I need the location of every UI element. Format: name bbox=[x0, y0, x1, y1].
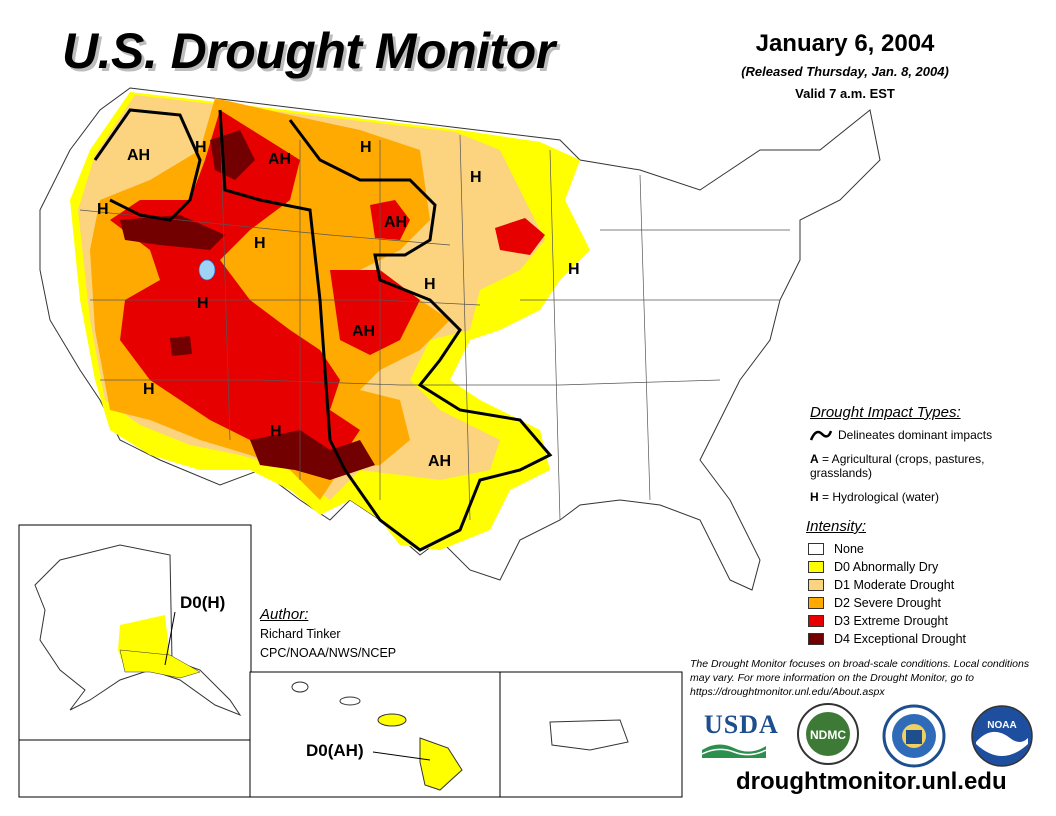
impact-hydrological: H = Hydrological (water) bbox=[810, 490, 939, 504]
impact-lines bbox=[93, 108, 553, 552]
d3-region bbox=[110, 110, 360, 460]
impact-types-heading: Drought Impact Types: bbox=[810, 404, 961, 421]
alaska-d0-region-south bbox=[119, 649, 201, 679]
author-name: Richard Tinker bbox=[260, 627, 341, 641]
legend-item-3: D2 Severe Drought bbox=[808, 595, 941, 611]
hawaii-inset-frame bbox=[249, 671, 501, 798]
alaska-label-line bbox=[164, 611, 176, 666]
legend-label: D1 Moderate Drought bbox=[834, 578, 955, 592]
legend-item-1: D0 Abnormally Dry bbox=[808, 559, 938, 575]
great-salt-lake bbox=[198, 259, 216, 281]
legend-label: D0 Abnormally Dry bbox=[834, 560, 939, 574]
hawaii-island-oahu bbox=[339, 696, 361, 706]
impact-h-text: = Hydrological (water) bbox=[818, 490, 940, 504]
map-date: January 6, 2004 bbox=[755, 30, 935, 57]
hawaii-island-kauai bbox=[291, 681, 309, 693]
puerto-rico-outline bbox=[549, 719, 629, 751]
impact-line-text: Delineates dominant impacts bbox=[838, 428, 993, 442]
label-ah-1: AH bbox=[127, 147, 150, 164]
hawaii-island-maui bbox=[377, 713, 407, 727]
label-h-8: H bbox=[197, 295, 209, 312]
d3-region-wi bbox=[495, 218, 545, 255]
label-ah-5: AH bbox=[428, 453, 451, 470]
impact-a-key: A bbox=[810, 452, 819, 466]
ndmc-logo: NDMC bbox=[797, 703, 859, 765]
label-h-5: H bbox=[254, 235, 266, 252]
label-h-6: H bbox=[568, 261, 580, 278]
label-h-2: H bbox=[360, 139, 372, 156]
noaa-logo: NOAA bbox=[971, 705, 1033, 767]
label-ah-4: AH bbox=[352, 323, 375, 340]
d4-region-nw bbox=[120, 215, 225, 250]
hawaii-island-big bbox=[419, 737, 463, 791]
valid-time: Valid 7 a.m. EST bbox=[795, 86, 895, 101]
legend-swatch bbox=[808, 543, 824, 555]
legend-swatch bbox=[808, 615, 824, 627]
hawaii-label: D0(AH) bbox=[306, 741, 364, 760]
legend-swatch bbox=[808, 597, 824, 609]
label-h-9: H bbox=[143, 381, 155, 398]
usda-logo-hills bbox=[702, 744, 766, 758]
label-h-4: H bbox=[97, 201, 109, 218]
author-heading: Author: bbox=[260, 606, 309, 623]
author-org: CPC/NOAA/NWS/NCEP bbox=[260, 646, 397, 660]
noaa-logo-text: NOAA bbox=[987, 720, 1016, 731]
legend-swatch bbox=[808, 579, 824, 591]
legend-swatch bbox=[808, 633, 824, 645]
label-h-1: H bbox=[195, 139, 207, 156]
label-h-10: H bbox=[270, 423, 282, 440]
ndmc-logo-text: NDMC bbox=[810, 728, 846, 742]
label-ah-2: AH bbox=[268, 151, 291, 168]
legend-label: D3 Extreme Drought bbox=[834, 614, 948, 628]
label-h-7: H bbox=[424, 276, 436, 293]
label-h-3: H bbox=[470, 169, 482, 186]
legend-label: D4 Exceptional Drought bbox=[834, 632, 967, 646]
d3-region-plains bbox=[330, 270, 420, 355]
legend-swatch bbox=[808, 561, 824, 573]
impact-agricultural: A = Agricultural (crops, pastures, grass… bbox=[810, 452, 1030, 480]
alaska-label: D0(H) bbox=[180, 593, 225, 612]
legend-label: D2 Severe Drought bbox=[834, 596, 942, 610]
impact-line-icon bbox=[810, 430, 832, 441]
website-url[interactable]: droughtmonitor.unl.edu bbox=[736, 768, 1007, 795]
disclaimer-text: The Drought Monitor focuses on broad-sca… bbox=[690, 658, 1030, 698]
usda-logo: USDA bbox=[704, 710, 779, 739]
release-date: (Released Thursday, Jan. 8, 2004) bbox=[741, 64, 949, 79]
label-ah-3: AH bbox=[384, 214, 407, 231]
legend-item-4: D3 Extreme Drought bbox=[808, 613, 948, 629]
hawaii-label-line bbox=[372, 751, 431, 761]
legend-label: None bbox=[834, 542, 864, 556]
impact-a-text: = Agricultural (crops, pastures, grassla… bbox=[810, 452, 985, 480]
commerce-seal-logo bbox=[882, 704, 946, 768]
impact-h-key: H bbox=[810, 490, 819, 504]
legend-item-0: None bbox=[808, 541, 864, 557]
intensity-heading: Intensity: bbox=[806, 518, 867, 535]
page-title: U.S. Drought Monitor bbox=[62, 23, 555, 79]
d4-region-ut bbox=[170, 336, 192, 356]
legend-item-2: D1 Moderate Drought bbox=[808, 577, 954, 593]
legend-item-5: D4 Exceptional Drought bbox=[808, 631, 966, 647]
